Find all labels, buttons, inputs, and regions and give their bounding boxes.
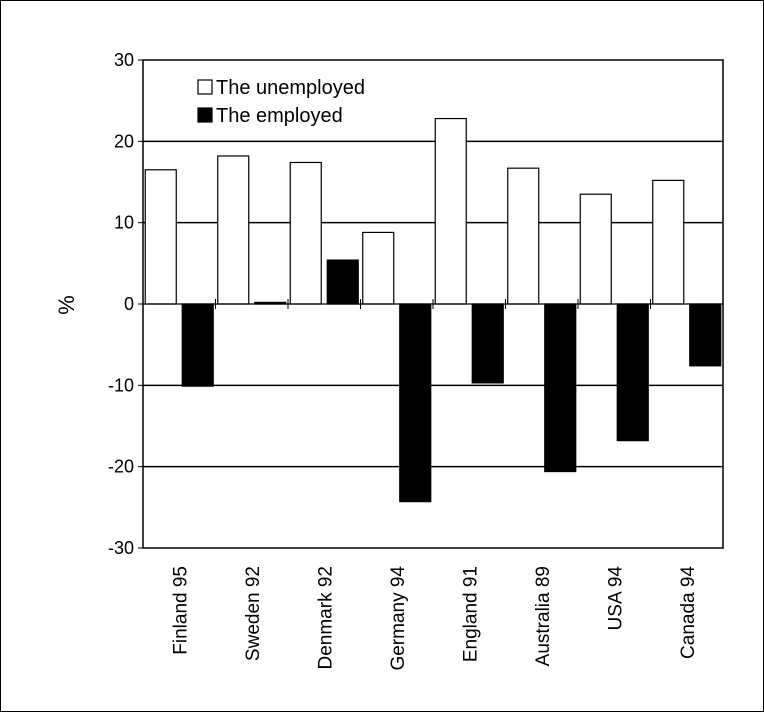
y-tick-label: -30 [108, 538, 134, 558]
bar-employed [326, 259, 359, 305]
legend-label-employed: The employed [216, 105, 343, 127]
bar-employed [689, 303, 722, 367]
x-tick-label: Sweden 92 [243, 566, 264, 661]
x-tick-label: Germany 94 [388, 566, 409, 671]
bar-employed [471, 303, 504, 384]
bar-unemployed [144, 169, 177, 305]
legend-swatch-unemployed [197, 79, 213, 95]
bar-unemployed [652, 179, 685, 305]
bar-unemployed [217, 155, 250, 305]
legend: The unemployed The employed [197, 77, 365, 127]
x-tick-label: USA 94 [605, 566, 626, 631]
legend-swatch-employed [197, 107, 213, 123]
y-tick-label: 30 [114, 50, 134, 70]
bar-unemployed [289, 161, 322, 305]
x-tick-label: Finland 95 [170, 566, 191, 655]
y-axis-ticks: 30 20 10 0 -10 -20 -30 [108, 50, 143, 558]
x-tick-label: Canada 94 [678, 566, 699, 659]
bar-unemployed [579, 193, 612, 305]
y-tick-label: 10 [114, 213, 134, 233]
bar-unemployed [434, 117, 467, 305]
legend-label-unemployed: The unemployed [216, 77, 365, 99]
x-tick-label: Australia 89 [533, 566, 554, 666]
bar-employed [181, 303, 214, 387]
y-tick-label: -20 [108, 457, 134, 477]
x-axis-ticks: Finland 95 Sweden 92 Denmark 92 Germany 94 E… [142, 299, 724, 671]
x-tick-label: Denmark 92 [315, 566, 336, 670]
y-axis-label: % [54, 295, 79, 315]
y-tick-label: -10 [108, 375, 134, 395]
y-tick-label: 20 [114, 131, 134, 151]
bar-employed [616, 303, 649, 442]
y-tick-label: 0 [124, 294, 134, 314]
bar-unemployed [507, 167, 540, 305]
bar-employed [544, 303, 577, 473]
bar-unemployed [362, 231, 395, 305]
bar-employed [399, 303, 432, 503]
x-tick-label: England 91 [460, 566, 481, 662]
